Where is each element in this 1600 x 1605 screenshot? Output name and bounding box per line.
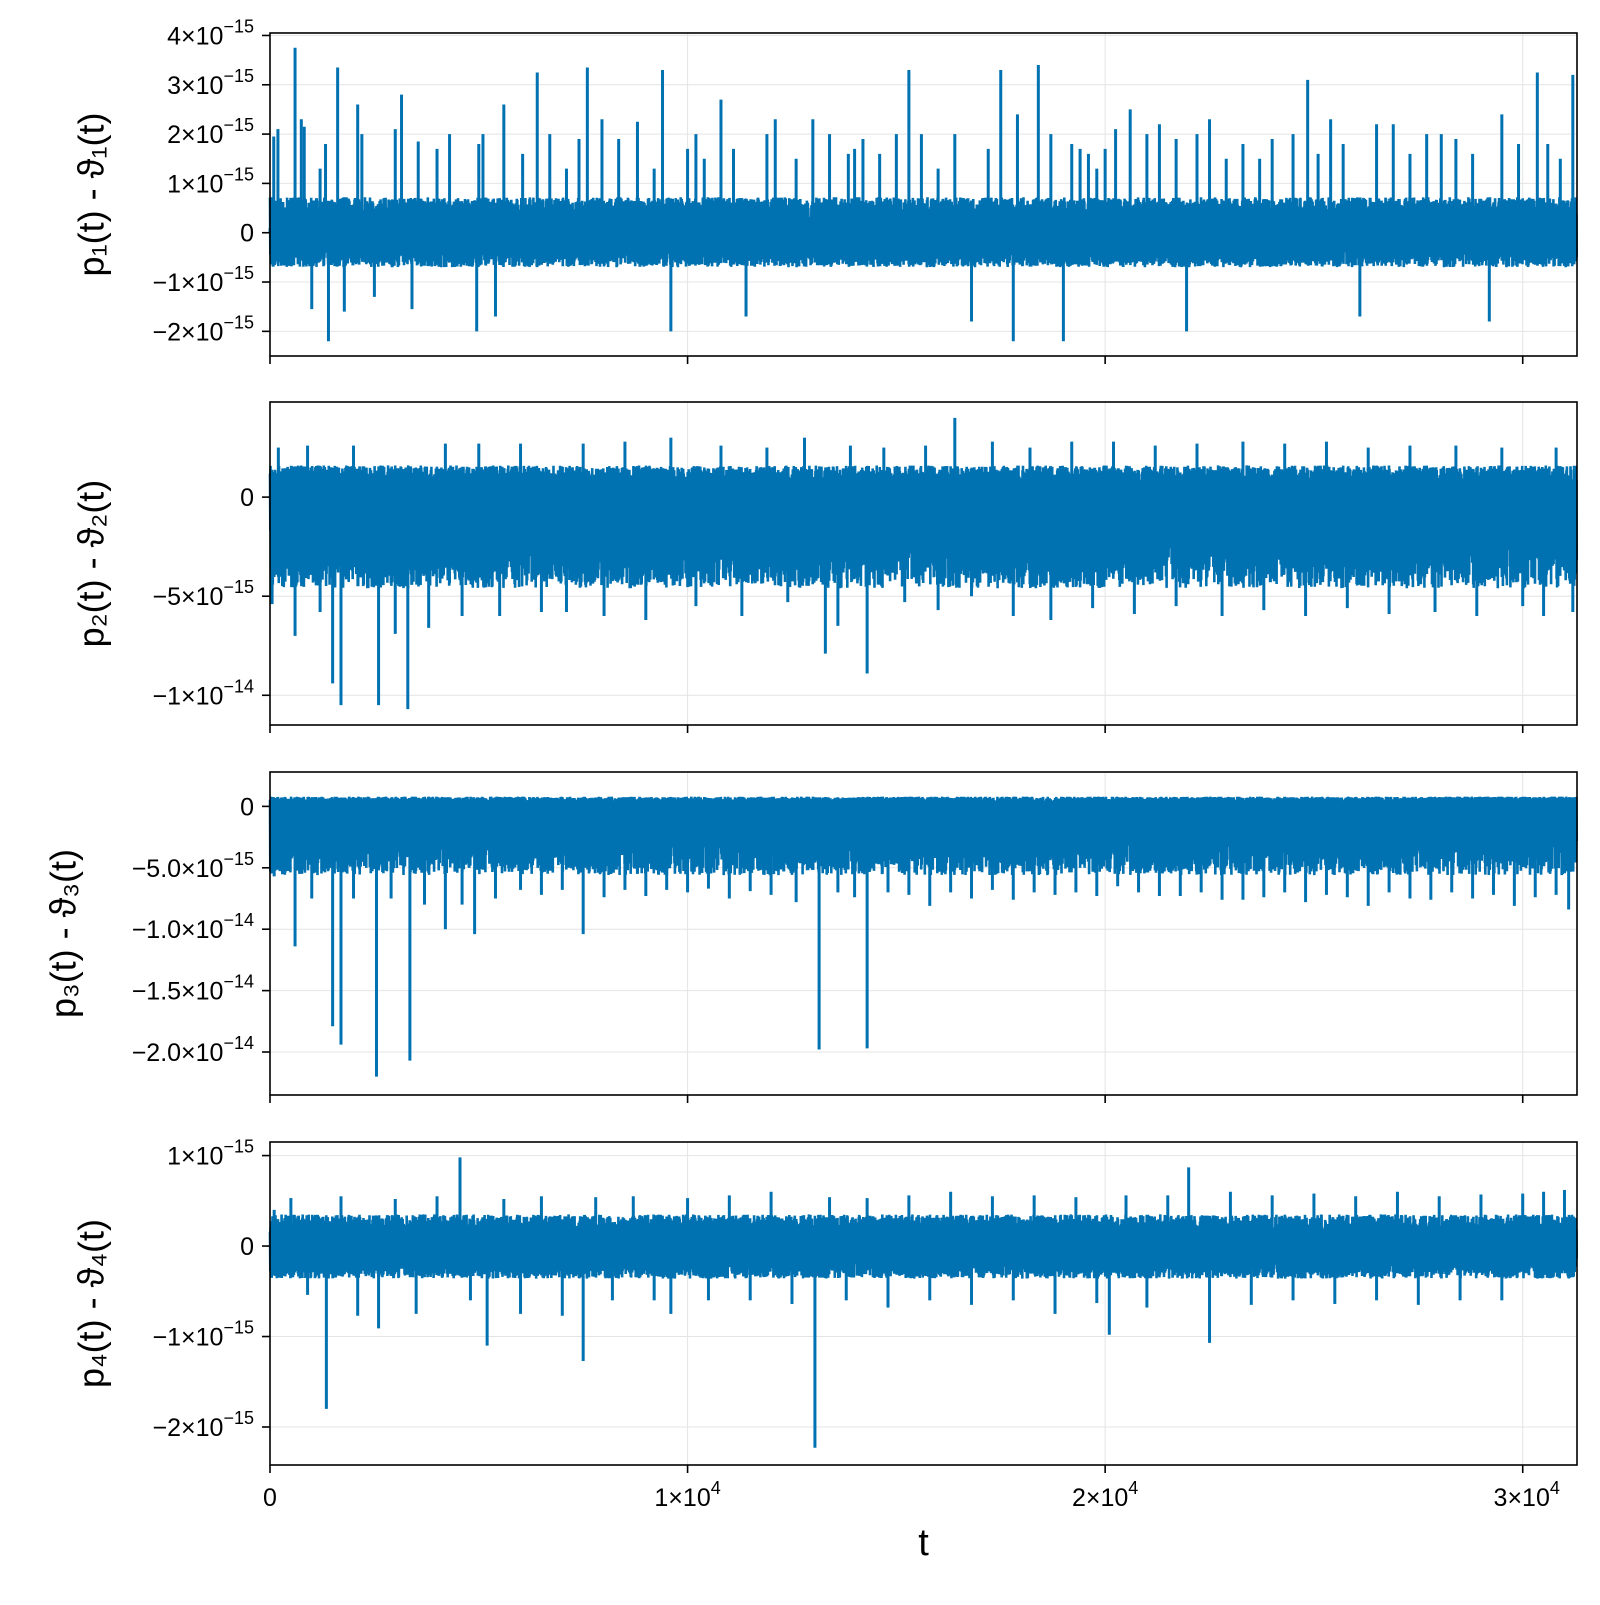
series-line (268, 796, 1578, 876)
x-tick-label: 3×104 (1494, 1478, 1560, 1512)
y-tick-label: −2×10−15 (153, 1408, 254, 1442)
panel-2: 0 −5×10−15 −1×10−14 p₂(t) - ϑ₂(t) (71, 401, 1578, 733)
y-tick-label: −5.0×10−15 (132, 849, 254, 883)
y-tick-label: 4×10−15 (167, 16, 254, 50)
y-tick-label: −1.5×10−14 (132, 971, 254, 1005)
y-axis-label: p₂(t) - ϑ₂(t) (71, 480, 112, 648)
y-tick-label: 0 (240, 793, 254, 821)
y-tick-label: −2.0×10−14 (132, 1033, 254, 1067)
y-tick-label: 3×10−15 (167, 66, 254, 100)
y-axis-label: p₃(t) - ϑ₃(t) (43, 849, 84, 1018)
series-line (268, 465, 1578, 589)
series-line (268, 197, 1578, 268)
y-tick-label: 0 (240, 484, 254, 512)
y-tick-label: −1×10−15 (153, 263, 254, 297)
x-axis-label: t (918, 1522, 929, 1564)
plot-frame (269, 771, 1578, 1096)
y-tick-label: −1×10−15 (153, 1317, 254, 1351)
x-tick-label: 0 (263, 1484, 277, 1512)
series-line (268, 1214, 1578, 1279)
y-tick-label: −1×10−14 (153, 676, 254, 710)
x-tick-label: 2×104 (1072, 1478, 1138, 1512)
y-tick-label: −2×10−15 (153, 312, 254, 346)
y-tick-label: 1×10−15 (167, 164, 254, 198)
y-tick-label: 2×10−15 (167, 115, 254, 149)
y-axis-label: p₁(t) - ϑ₁(t) (71, 113, 112, 277)
y-tick-label: −1.0×10−14 (132, 910, 254, 944)
y-tick-label: −5×10−15 (153, 577, 254, 611)
plot-frame (269, 1141, 1578, 1466)
y-axis-label: p₄(t) - ϑ₄(t) (71, 1219, 112, 1388)
plot-frame (269, 401, 1578, 726)
x-tick-label: 1×104 (654, 1478, 720, 1512)
panel-3: 0 −5.0×10−15 −1.0×10−14 −1.5×10−14 −2.0×10−1… (43, 771, 1578, 1103)
y-tick-label: 1×10−15 (167, 1136, 254, 1170)
panel-4: 1×10−15 0 −1×10−15 −2×10−15 0 1×104 2×104 3×104… (71, 1136, 1578, 1564)
y-tick-label: 0 (240, 219, 254, 247)
y-tick-label: 0 (240, 1233, 254, 1261)
panel-1: 4×10−15 3×10−15 2×10−15 1×10−15 0 −1×10−15 −2×… (71, 16, 1578, 364)
plot-frame (269, 32, 1578, 357)
